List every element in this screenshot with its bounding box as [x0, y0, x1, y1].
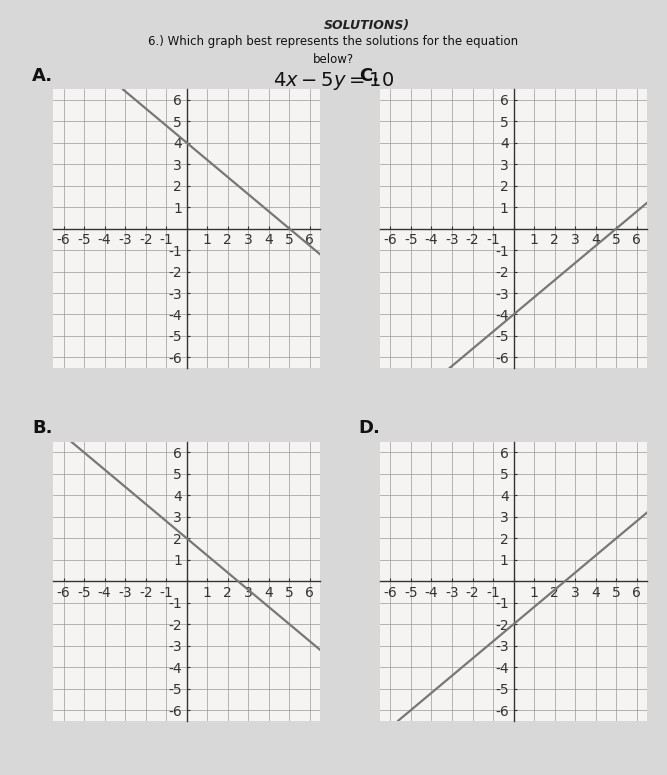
Text: below?: below?: [313, 53, 354, 66]
Text: B.: B.: [32, 419, 53, 437]
Text: D.: D.: [359, 419, 381, 437]
Text: C.: C.: [359, 67, 379, 84]
Text: $4x - 5y = 10$: $4x - 5y = 10$: [273, 70, 394, 91]
Text: 6.) Which graph best represents the solutions for the equation: 6.) Which graph best represents the solu…: [149, 35, 518, 48]
Text: SOLUTIONS): SOLUTIONS): [323, 19, 410, 33]
Text: A.: A.: [32, 67, 53, 84]
